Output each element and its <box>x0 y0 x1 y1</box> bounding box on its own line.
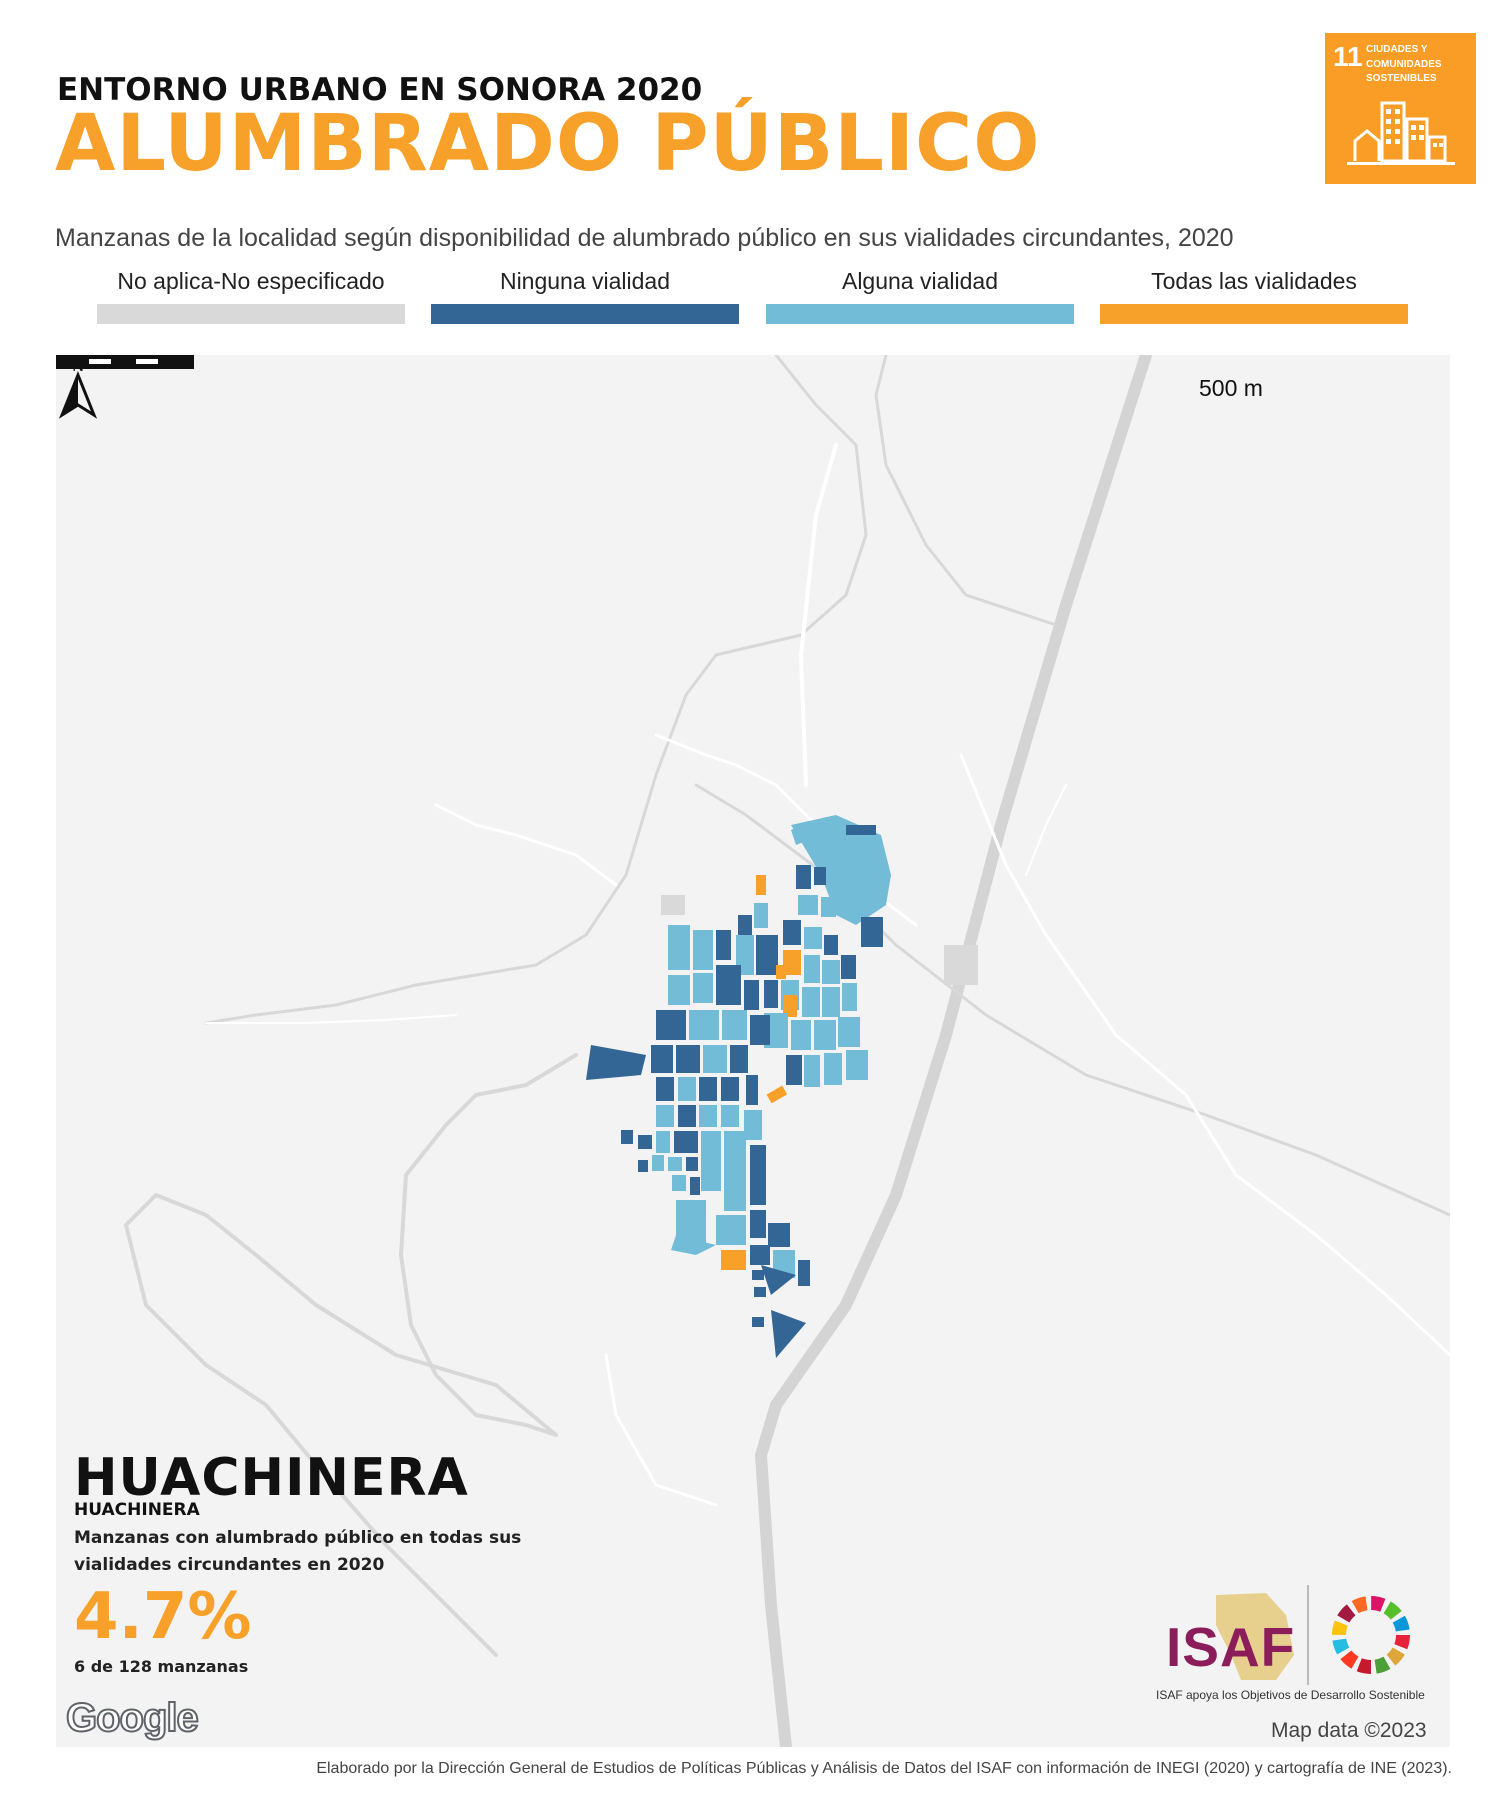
sonora-map-icon <box>1216 1593 1294 1680</box>
legend-item-no-aplica: No aplica-No especificado <box>97 268 405 324</box>
sdg-wheel-icon <box>1332 1596 1410 1674</box>
isaf-logo: ISAF <box>1166 1616 1296 1678</box>
divider <box>1307 1585 1309 1685</box>
ods-number: 11 <box>1333 41 1363 72</box>
legend-label: Alguna vialidad <box>841 268 998 294</box>
legend-label: Todas las vialidades <box>1151 268 1357 294</box>
urban-blocks <box>586 815 891 1358</box>
scale-bar <box>56 355 194 369</box>
scale-label: 500 m <box>1199 375 1263 401</box>
indicator-count: 6 de 128 manzanas <box>74 1657 249 1676</box>
isaf-logo-block: ISAF ISAF apoya los Objetivos de Desarro… <box>1156 1585 1436 1715</box>
block-no-aplica <box>944 945 978 985</box>
legend-swatch <box>431 304 739 324</box>
legend-label: Ninguna vialidad <box>499 268 671 294</box>
map-panel[interactable]: 500 m N HUACHINERA HUACHINERA Manzanas c… <box>56 355 1450 1747</box>
legend-swatch <box>97 304 405 324</box>
ods-badge: 11 CIUDADES Y COMUNIDADES SOSTENIBLES <box>1325 33 1476 184</box>
city-buildings-icon <box>1347 101 1455 165</box>
locality-name: HUACHINERA <box>74 1448 469 1508</box>
map-subtitle: Manzanas de la localidad según disponibi… <box>55 224 1234 252</box>
google-logo: Google <box>65 1695 200 1741</box>
block-no-aplica <box>661 895 685 915</box>
municipality-name: HUACHINERA <box>74 1500 200 1520</box>
isaf-caption: ISAF apoya los Objetivos de Desarrollo S… <box>1156 1688 1425 1702</box>
legend-swatch <box>1100 304 1408 324</box>
map-attribution: Map data ©2023 <box>1271 1719 1427 1742</box>
indicator-percent: 4.7% <box>74 1580 252 1654</box>
north-label: N <box>72 358 84 375</box>
legend-swatch <box>766 304 1074 324</box>
ods-text: CIUDADES Y COMUNIDADES SOSTENIBLES <box>1366 44 1442 84</box>
indicator-description: Manzanas con alumbrado público en todas … <box>74 1528 522 1576</box>
legend-item-alguna: Alguna vialidad <box>766 268 1074 324</box>
page-title: ALUMBRADO PÚBLICO <box>55 99 1041 189</box>
north-arrow-icon: N <box>58 358 98 419</box>
supertitle: ENTORNO URBANO EN SONORA 2020 <box>57 72 703 108</box>
basemap-roads <box>124 355 1450 1747</box>
footer-credit: Elaborado por la Dirección General de Es… <box>316 1760 1452 1777</box>
legend-item-ninguna: Ninguna vialidad <box>431 268 739 324</box>
legend-label: No aplica-No especificado <box>117 268 385 294</box>
legend-item-todas: Todas las vialidades <box>1100 268 1408 324</box>
